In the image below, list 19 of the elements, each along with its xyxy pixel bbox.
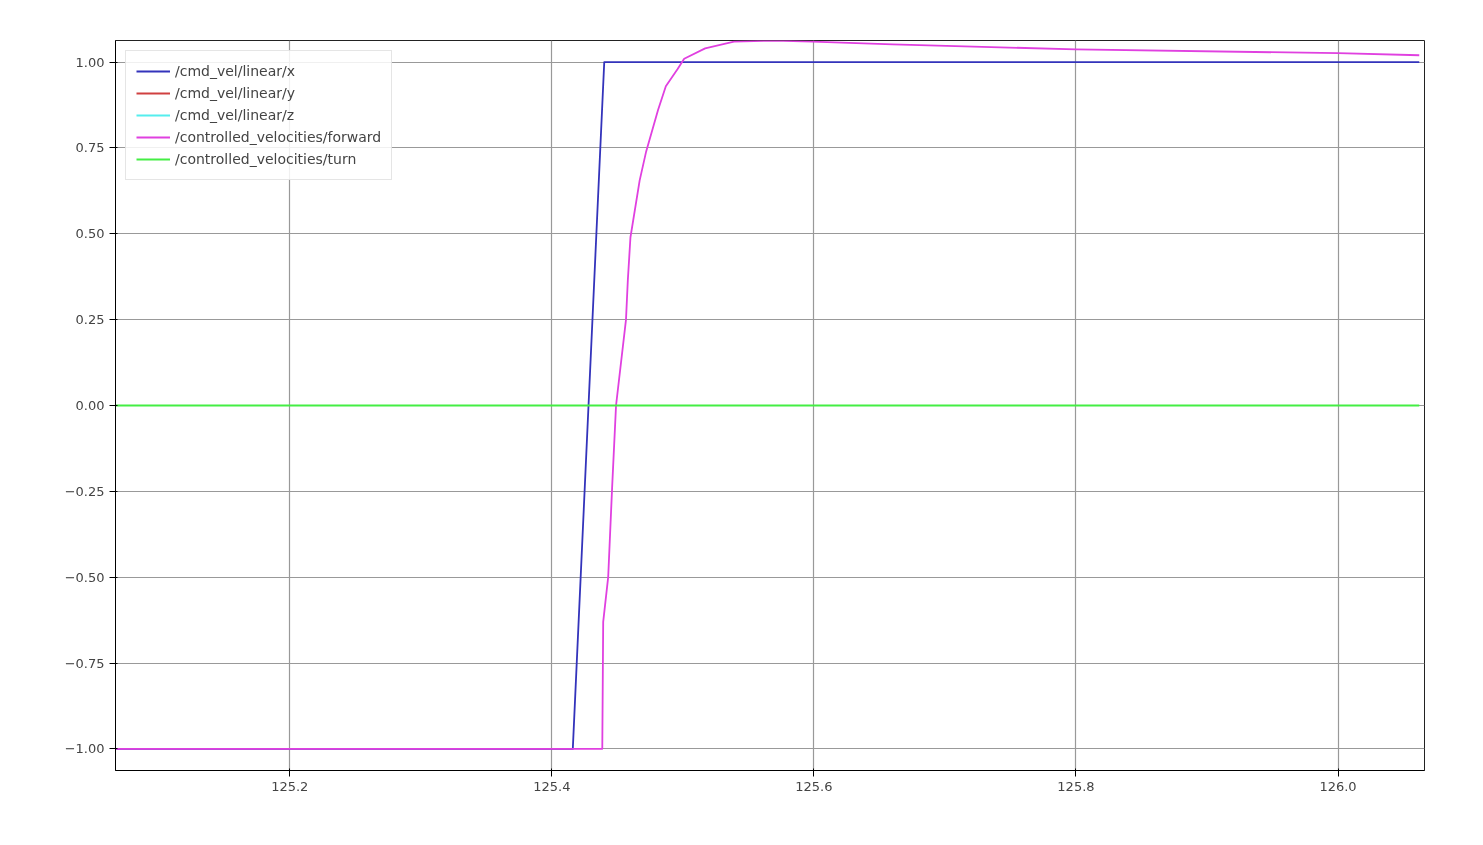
- x-tick-label: 125.6: [795, 778, 833, 794]
- y-tick-label: −0.75: [64, 655, 105, 671]
- y-tick-label: 0.50: [75, 226, 105, 242]
- x-tick-label: 125.4: [533, 778, 571, 794]
- legend-label: /controlled_velocities/turn: [175, 151, 357, 167]
- legend-label: /cmd_vel/linear/y: [175, 85, 296, 101]
- y-tick-label: 0.75: [75, 140, 105, 156]
- legend-label: /controlled_velocities/forward: [175, 129, 382, 145]
- y-tick-label: 0.00: [75, 398, 105, 413]
- x-tick-label: 125.2: [271, 778, 309, 794]
- y-tick-label: −0.25: [64, 483, 105, 499]
- legend-label: /cmd_vel/linear/x: [175, 63, 296, 79]
- x-tick-label: 125.8: [1057, 778, 1095, 794]
- y-tick-label: −0.50: [64, 569, 105, 585]
- y-tick-label: 0.25: [75, 312, 105, 328]
- y-tick-label: −1.00: [64, 741, 105, 757]
- y-tick-label: 1.00: [75, 54, 105, 70]
- legend-label: /cmd_vel/linear/z: [175, 107, 295, 123]
- x-tick-label: 126.0: [1319, 778, 1357, 794]
